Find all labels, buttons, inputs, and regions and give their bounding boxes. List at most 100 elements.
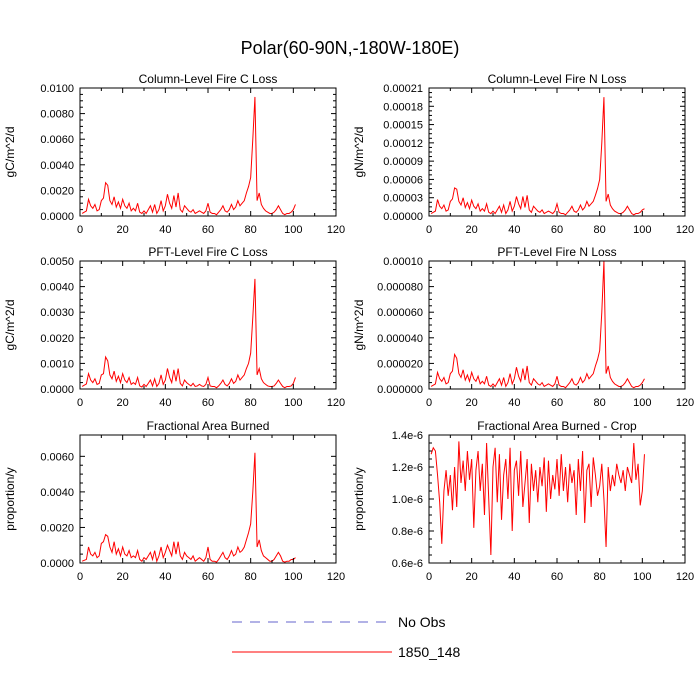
y-axis-label: gC/m^2/d — [3, 300, 17, 351]
legend: No Obs 1850_148 — [232, 614, 461, 660]
y-tick-label: 0.0000 — [40, 211, 74, 223]
x-tick-label: 0 — [77, 571, 83, 583]
x-tick-label: 0 — [426, 571, 432, 583]
legend-label: 1850_148 — [398, 644, 461, 660]
x-tick-label: 80 — [594, 571, 606, 583]
series-line — [81, 96, 296, 216]
x-tick-label: 0 — [426, 224, 432, 236]
x-tick-label: 120 — [327, 397, 345, 409]
x-tick-label: 20 — [117, 571, 129, 583]
y-axis-label: proportion/y — [3, 467, 17, 530]
x-tick-label: 40 — [508, 571, 520, 583]
chart-title: Fractional Area Burned — [147, 419, 270, 433]
y-tick-label: 0.8e-6 — [392, 526, 423, 538]
plot-frame — [428, 260, 686, 390]
y-tick-label: 0.00015 — [383, 120, 423, 132]
chart-panel-3: PFT-Level Fire C Loss 0 20 40 60 80 100 120 0.00… — [3, 245, 345, 409]
y-tick-label: 0.6e-6 — [392, 558, 423, 570]
y-axis-label: gN/m^2/d — [352, 127, 366, 178]
y-tick-label: 0.000040 — [377, 333, 423, 345]
y-tick-label: 0.00012 — [383, 138, 423, 150]
y-tick-label: 0.00021 — [383, 83, 423, 95]
y-tick-label: 0.0060 — [40, 451, 74, 463]
x-tick-label: 100 — [284, 571, 302, 583]
x-tick-label: 20 — [466, 571, 478, 583]
chart-title: Fractional Area Burned - Crop — [477, 419, 637, 433]
chart-title: Column-Level Fire C Loss — [139, 72, 278, 86]
y-tick-label: 1.2e-6 — [392, 462, 423, 474]
x-tick-label: 40 — [159, 571, 171, 583]
x-tick-label: 60 — [202, 224, 214, 236]
chart-title: PFT-Level Fire C Loss — [148, 245, 267, 259]
x-tick-label: 40 — [508, 224, 520, 236]
y-axis-label: gN/m^2/d — [352, 300, 366, 351]
legend-label: No Obs — [398, 614, 445, 630]
chart-panels: Column-Level Fire C Loss 0 20 40 60 80 100 120 0… — [3, 72, 694, 583]
y-tick-label: 0.0040 — [40, 487, 74, 499]
y-tick-label: 0.0020 — [40, 522, 74, 534]
y-tick-label: 0.00009 — [383, 156, 423, 168]
x-tick-label: 60 — [551, 571, 563, 583]
plot-frame — [79, 260, 337, 390]
chart-title: Column-Level Fire N Loss — [488, 72, 627, 86]
series-line — [430, 260, 645, 389]
y-tick-label: 0.00018 — [383, 101, 423, 113]
y-tick-label: 0.0040 — [40, 282, 74, 294]
y-tick-label: 0.00000 — [383, 211, 423, 223]
chart-panel-1: Column-Level Fire C Loss 0 20 40 60 80 100 120 0… — [3, 72, 345, 236]
y-tick-label: 0.000000 — [377, 384, 423, 396]
y-tick-label: 0.000060 — [377, 307, 423, 319]
x-tick-label: 100 — [284, 224, 302, 236]
x-tick-label: 60 — [551, 224, 563, 236]
y-tick-label: 0.0010 — [40, 358, 74, 370]
chart-panel-6: Fractional Area Burned - Crop 0 20 40 60 80 10… — [352, 419, 694, 583]
x-tick-label: 0 — [426, 397, 432, 409]
x-tick-label: 20 — [117, 397, 129, 409]
chart-panel-5: Fractional Area Burned 0 20 40 60 80 100 120 0.0… — [3, 419, 345, 583]
series-line — [430, 441, 645, 556]
x-tick-label: 40 — [508, 397, 520, 409]
series-line — [81, 452, 296, 563]
x-tick-label: 0 — [77, 224, 83, 236]
y-tick-label: 0.0080 — [40, 109, 74, 121]
x-tick-label: 60 — [202, 571, 214, 583]
x-tick-label: 40 — [159, 224, 171, 236]
y-tick-label: 0.00003 — [383, 193, 423, 205]
series-line — [81, 278, 296, 389]
x-tick-label: 120 — [676, 224, 694, 236]
x-tick-label: 100 — [284, 397, 302, 409]
y-tick-label: 1.4e-6 — [392, 430, 423, 442]
y-tick-label: 0.0000 — [40, 558, 74, 570]
legend-entry: No Obs — [232, 614, 445, 630]
x-tick-label: 80 — [245, 224, 257, 236]
plot-frame — [79, 434, 337, 564]
y-tick-label: 0.0020 — [40, 333, 74, 345]
y-tick-label: 0.000080 — [377, 282, 423, 294]
chart-title: PFT-Level Fire N Loss — [497, 245, 616, 259]
y-tick-label: 0.00006 — [383, 174, 423, 186]
x-tick-label: 60 — [551, 397, 563, 409]
y-axis-label: gC/m^2/d — [3, 127, 17, 178]
plot-frame — [428, 87, 686, 217]
y-axis-label: proportion/y — [352, 467, 366, 530]
y-tick-label: 0.00010 — [383, 256, 423, 268]
series-line — [430, 97, 645, 216]
x-tick-label: 120 — [327, 571, 345, 583]
x-tick-label: 120 — [327, 224, 345, 236]
x-tick-label: 40 — [159, 397, 171, 409]
chart-panel-4: PFT-Level Fire N Loss 0 20 40 60 80 100 120 0.00… — [352, 245, 694, 409]
x-tick-label: 80 — [594, 224, 606, 236]
y-tick-label: 0.000020 — [377, 358, 423, 370]
x-tick-label: 20 — [466, 224, 478, 236]
x-tick-label: 100 — [633, 397, 651, 409]
y-tick-label: 1.0e-6 — [392, 494, 423, 506]
x-tick-label: 0 — [77, 397, 83, 409]
figure-title: Polar(60-90N,-180W-180E) — [241, 38, 460, 58]
x-tick-label: 120 — [676, 397, 694, 409]
x-tick-label: 80 — [594, 397, 606, 409]
x-tick-label: 20 — [466, 397, 478, 409]
y-tick-label: 0.0100 — [40, 83, 74, 95]
y-tick-label: 0.0050 — [40, 256, 74, 268]
x-tick-label: 60 — [202, 397, 214, 409]
